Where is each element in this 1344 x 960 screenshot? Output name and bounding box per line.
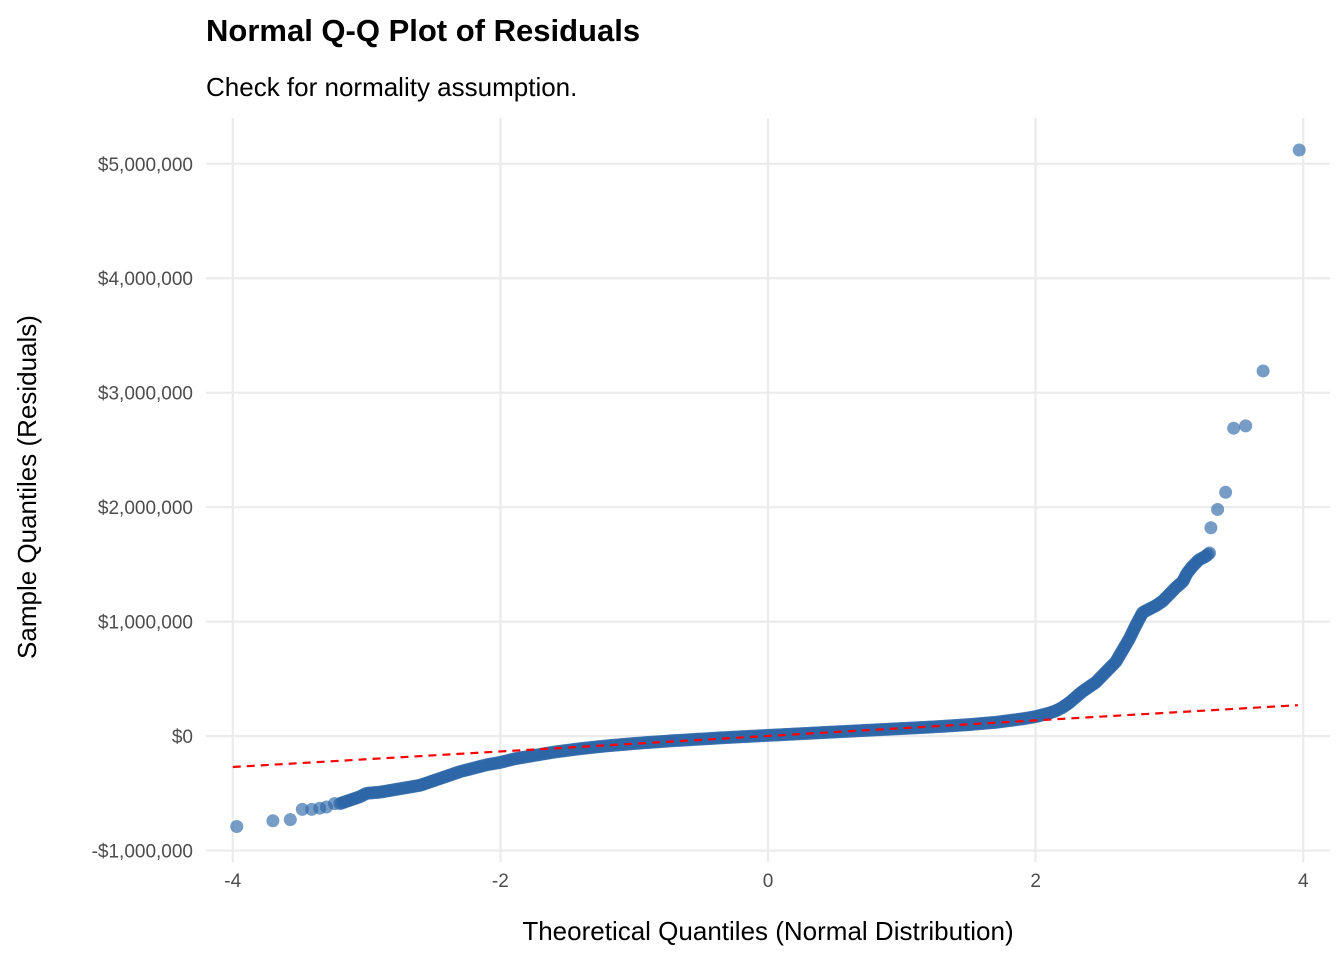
- data-point: [1109, 655, 1123, 669]
- data-point: [283, 813, 297, 827]
- data-point: [360, 786, 374, 800]
- data-point: [600, 739, 614, 753]
- data-point: [587, 740, 601, 754]
- data-point: [1204, 521, 1218, 535]
- x-tick-labels: -4 -2 0 2 4: [224, 871, 1309, 892]
- data-point: [922, 720, 936, 734]
- data-point: [453, 765, 467, 779]
- data-point: [1227, 421, 1241, 435]
- data-point: [426, 774, 440, 788]
- y-tick-label: $4,000,000: [98, 269, 193, 290]
- data-point: [1129, 618, 1143, 632]
- x-tick-label: -4: [224, 871, 241, 892]
- data-point: [1239, 419, 1253, 433]
- y-tick-label: $2,000,000: [98, 498, 193, 519]
- data-point: [895, 722, 909, 736]
- data-point: [386, 783, 400, 797]
- data-point: [868, 723, 882, 737]
- data-point: [962, 718, 976, 732]
- x-tick-label: 0: [763, 871, 774, 892]
- data-point: [855, 724, 869, 738]
- chart-title: Normal Q-Q Plot of Residuals: [206, 13, 640, 48]
- data-point: [467, 761, 481, 775]
- data-point: [1292, 143, 1306, 157]
- x-axis-title: Theoretical Quantiles (Normal Distributi…: [522, 916, 1013, 946]
- data-point: [641, 736, 655, 749]
- data-point: [1256, 364, 1270, 378]
- x-tick-label: 4: [1298, 871, 1309, 892]
- data-point: [935, 719, 949, 733]
- data-point: [908, 721, 922, 735]
- data-point: [1122, 632, 1136, 646]
- data-point: [988, 715, 1002, 729]
- reference-line: [232, 704, 1298, 769]
- y-tick-labels: -$1,000,000 $0 $1,000,000 $2,000,000 $3,000,…: [92, 155, 193, 863]
- data-point: [1015, 712, 1029, 726]
- y-tick-label: $1,000,000: [98, 613, 193, 634]
- reference-line-layer: [232, 704, 1298, 769]
- data-point: [1116, 643, 1130, 657]
- x-tick-label: -2: [492, 871, 509, 892]
- data-point: [627, 737, 641, 751]
- data-point: [413, 778, 427, 792]
- chart-subtitle: Check for normality assumption.: [206, 72, 577, 102]
- data-point: [373, 785, 387, 799]
- data-point: [975, 717, 989, 730]
- data-point: [493, 755, 507, 769]
- y-tick-label: $5,000,000: [98, 155, 193, 176]
- data-point: [295, 802, 309, 816]
- data-point: [520, 750, 534, 764]
- data-point: [948, 719, 962, 733]
- data-point: [266, 814, 280, 828]
- data-point: [1219, 485, 1233, 499]
- data-point: [1211, 502, 1225, 516]
- data-point: [574, 742, 588, 756]
- y-axis-title: Sample Quantiles (Residuals): [12, 315, 42, 659]
- data-point: [560, 743, 574, 757]
- data-point: [534, 747, 548, 761]
- data-point: [1002, 714, 1016, 728]
- grid-lines: [206, 118, 1330, 862]
- y-tick-label: -$1,000,000: [92, 842, 193, 863]
- data-point: [654, 735, 668, 749]
- data-point: [480, 758, 494, 772]
- x-tick-label: 2: [1030, 871, 1041, 892]
- data-point: [881, 722, 895, 736]
- y-tick-label: $0: [172, 727, 193, 748]
- data-point: [507, 752, 521, 766]
- data-point: [440, 769, 454, 783]
- data-point: [1203, 546, 1217, 560]
- data-point: [400, 781, 414, 795]
- data-point: [230, 820, 244, 834]
- y-tick-label: $3,000,000: [98, 384, 193, 405]
- data-point: [614, 738, 628, 752]
- data-point: [667, 734, 681, 748]
